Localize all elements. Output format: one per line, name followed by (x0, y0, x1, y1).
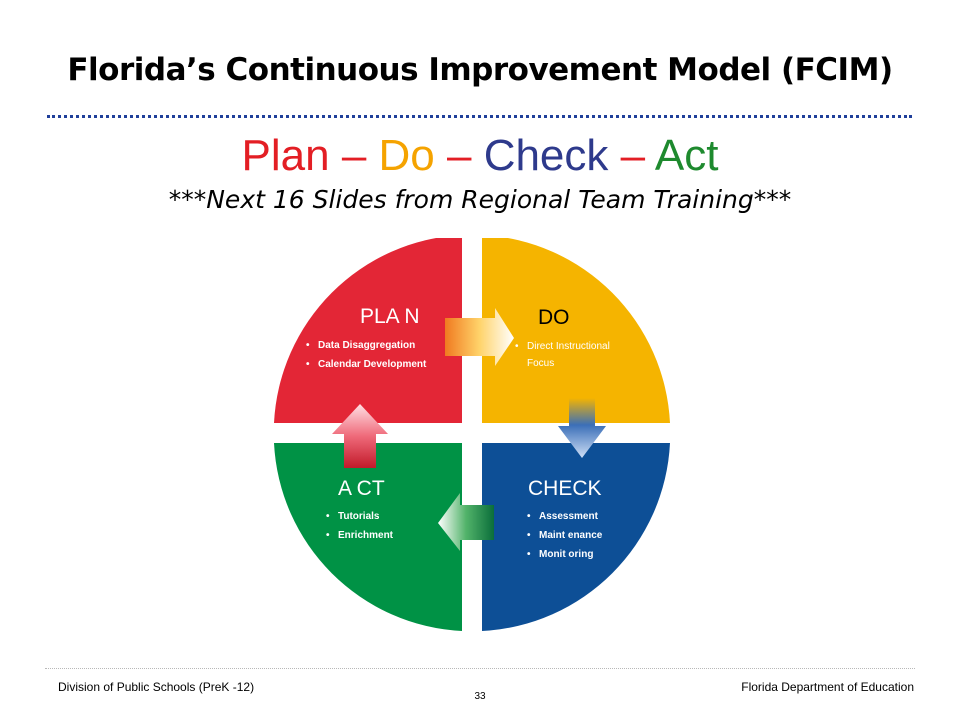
footer-department: Florida Department of Education (741, 680, 914, 694)
check-bullet-text: Monit oring (539, 549, 593, 560)
title-divider (47, 115, 912, 118)
pdca-dash: – (434, 131, 484, 180)
do-bullet-text: Focus (527, 358, 554, 369)
pdca-heading: Plan – Do – Check – Act (0, 128, 960, 184)
act-bullet: • (326, 511, 330, 522)
plan-bullet-text: Calendar Development (318, 359, 427, 370)
quadrant-act (274, 443, 462, 631)
pdca-act: Act (654, 131, 719, 180)
pdca-dash: – (329, 131, 379, 180)
plan-heading: PLA N (360, 305, 420, 328)
pdca-dash: – (608, 131, 655, 180)
footer-division: Division of Public Schools (PreK -12) (58, 680, 255, 694)
page-number: 33 (474, 691, 486, 702)
check-bullet-text: Maint enance (539, 530, 603, 541)
plan-bullet-text: Data Disaggregation (318, 340, 415, 351)
do-heading: DO (538, 306, 570, 329)
arrow-do-to-check (558, 398, 606, 458)
act-bullet-text: Tutorials (338, 511, 380, 522)
pdca-check: Check (483, 131, 609, 180)
pdca-do: Do (378, 131, 435, 180)
check-bullet: • (527, 511, 531, 522)
do-bullet: • (515, 341, 519, 352)
arrow-act-to-plan (332, 404, 388, 468)
slide-subtitle: ***Next 16 Slides from Regional Team Tra… (168, 185, 792, 214)
plan-bullet: • (306, 340, 310, 351)
check-bullet-text: Assessment (539, 511, 599, 522)
arrow-plan-to-do (445, 308, 514, 366)
slide-title: Florida’s Continuous Improvement Model (… (67, 52, 893, 88)
footer-divider (45, 668, 915, 669)
check-heading: CHECK (528, 477, 602, 500)
plan-bullet: • (306, 359, 310, 370)
quadrant-check (482, 443, 670, 631)
check-bullet: • (527, 549, 531, 560)
do-bullet-text: Direct Instructional (527, 341, 610, 352)
pdca-cycle-diagram: PLA N • Data Disaggregation • Calendar D… (274, 238, 670, 631)
act-bullet: • (326, 530, 330, 541)
quadrant-plan (274, 238, 462, 423)
act-heading: A CT (338, 477, 385, 500)
arrow-check-to-act (438, 493, 494, 551)
pdca-plan: Plan (241, 131, 330, 180)
act-bullet-text: Enrichment (338, 530, 394, 541)
quadrant-do (482, 238, 670, 423)
check-bullet: • (527, 530, 531, 541)
